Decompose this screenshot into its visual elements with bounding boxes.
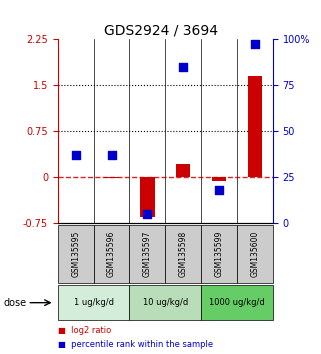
Text: 10 ug/kg/d: 10 ug/kg/d [143, 298, 188, 307]
Point [252, 42, 257, 47]
Bar [104, 177, 119, 178]
Point [73, 152, 78, 158]
Bar [176, 164, 190, 177]
Text: GSM135600: GSM135600 [250, 231, 259, 277]
Text: GDS2924 / 3694: GDS2924 / 3694 [103, 23, 218, 37]
Text: 1000 ug/kg/d: 1000 ug/kg/d [209, 298, 265, 307]
Text: dose: dose [3, 298, 26, 308]
Text: GSM135595: GSM135595 [71, 231, 80, 277]
Text: ■  log2 ratio: ■ log2 ratio [58, 326, 111, 336]
Text: ■  percentile rank within the sample: ■ percentile rank within the sample [58, 339, 213, 349]
Point [216, 187, 221, 193]
Text: GSM135599: GSM135599 [214, 231, 224, 277]
Bar [212, 177, 226, 181]
Text: GSM135597: GSM135597 [143, 231, 152, 277]
Bar [140, 177, 155, 217]
Point [181, 64, 186, 69]
Bar [248, 76, 262, 177]
Text: GSM135598: GSM135598 [179, 231, 188, 277]
Text: 1 ug/kg/d: 1 ug/kg/d [74, 298, 114, 307]
Point [109, 152, 114, 158]
Text: GSM135596: GSM135596 [107, 231, 116, 277]
Point [145, 211, 150, 217]
